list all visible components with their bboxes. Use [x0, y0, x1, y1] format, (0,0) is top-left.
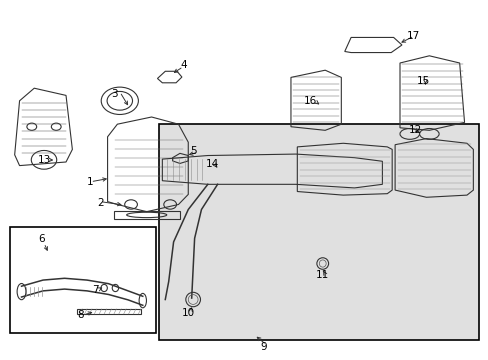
Bar [159, 124, 478, 340]
Text: 8: 8 [77, 310, 84, 320]
Text: 6: 6 [38, 234, 45, 244]
Text: 5: 5 [189, 146, 196, 156]
Text: 1: 1 [87, 177, 94, 187]
Text: 3: 3 [111, 89, 118, 99]
Text: 15: 15 [415, 76, 429, 86]
Text: 9: 9 [260, 342, 267, 352]
Text: 4: 4 [180, 60, 186, 70]
Text: 11: 11 [315, 270, 329, 280]
Text: 7: 7 [92, 285, 99, 295]
Text: 14: 14 [205, 159, 219, 169]
Text: 16: 16 [303, 96, 317, 106]
Bar [10, 227, 156, 333]
Text: 2: 2 [97, 198, 103, 208]
Text: 13: 13 [37, 155, 51, 165]
Text: 12: 12 [408, 125, 422, 135]
Text: 10: 10 [182, 308, 194, 318]
Text: 17: 17 [406, 31, 419, 41]
